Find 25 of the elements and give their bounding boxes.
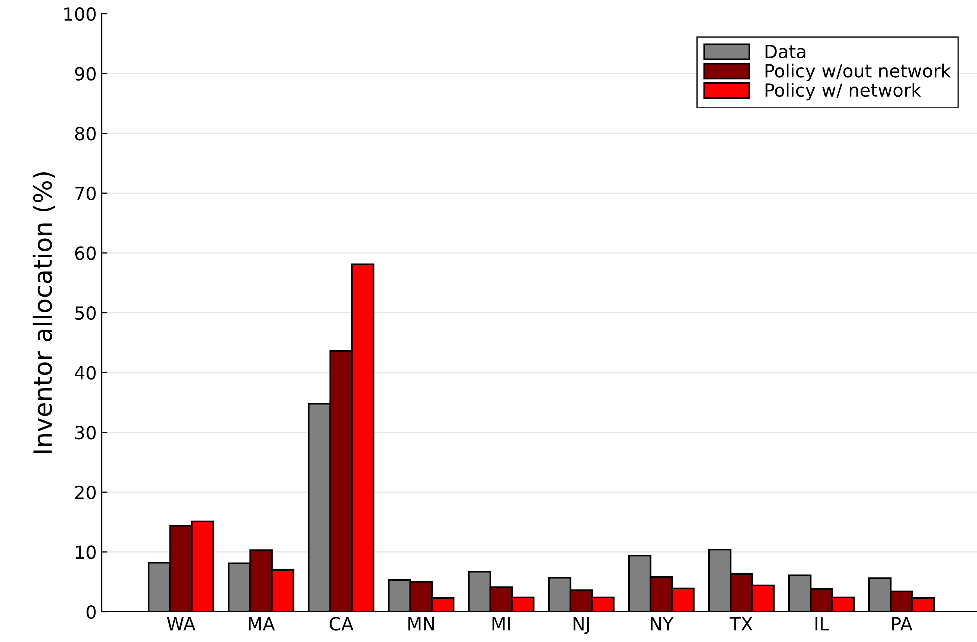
x-tick-label: NJ bbox=[574, 617, 590, 634]
y-axis-title: Inventor allocation (%) bbox=[32, 172, 56, 454]
x-tick-label: PA bbox=[892, 617, 913, 631]
y-tick-label: 80 bbox=[75, 127, 96, 141]
legend-label: Policy w/ network bbox=[766, 83, 922, 101]
y-tick-label: 10 bbox=[76, 546, 96, 560]
y-tick-label: 20 bbox=[75, 486, 96, 500]
y-tick-label: 100 bbox=[64, 7, 96, 22]
y-tick-label: 60 bbox=[75, 246, 96, 260]
x-tick-label: WA bbox=[167, 617, 196, 631]
y-tick-label: 0 bbox=[86, 605, 96, 620]
x-tick-label: MA bbox=[249, 617, 276, 631]
y-tick-label: 50 bbox=[76, 306, 96, 320]
x-tick-label: MN bbox=[408, 617, 434, 631]
legend-label: Data bbox=[766, 45, 806, 59]
y-tick-label: 90 bbox=[75, 67, 96, 81]
y-tick-label: 30 bbox=[76, 426, 96, 440]
x-tick-label: CA bbox=[330, 617, 354, 631]
legend-label: Policy w/out network bbox=[766, 64, 952, 82]
x-tick-label: IL bbox=[816, 617, 830, 631]
y-tick-label: 70 bbox=[76, 186, 96, 201]
x-tick-label: TX bbox=[730, 617, 753, 631]
x-tick-label: MI bbox=[492, 617, 510, 631]
x-tick-label: NY bbox=[651, 617, 674, 631]
y-tick-label: 40 bbox=[75, 366, 96, 380]
